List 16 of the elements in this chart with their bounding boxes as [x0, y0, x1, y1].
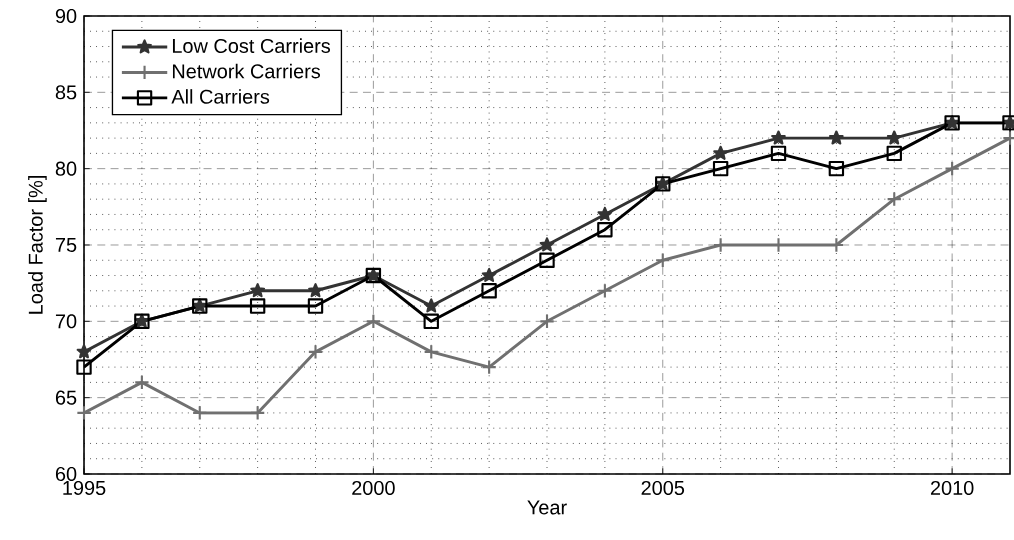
legend-label: Low Cost Carriers: [172, 38, 331, 53]
y-tick-label: 70: [55, 314, 77, 329]
legend-label: All Carriers: [171, 89, 270, 104]
x-tick-label: 2000: [352, 480, 395, 495]
y-tick-label: 65: [55, 390, 77, 405]
y-tick-label: 85: [55, 85, 77, 100]
y-tick-label: 60: [55, 466, 77, 482]
x-axis-title: Year: [527, 500, 567, 515]
x-tick-label: 2010: [930, 480, 974, 495]
y-axis-title: Load Factor [%]: [28, 176, 47, 314]
y-tick-label: 75: [55, 238, 77, 252]
x-tick-label: 2005: [641, 480, 685, 495]
legend-label: Network Carriers: [172, 63, 321, 79]
y-tick-label: 90: [55, 8, 77, 24]
x-tick-label: 1995: [63, 480, 106, 495]
y-tick-label: 80: [55, 161, 77, 176]
